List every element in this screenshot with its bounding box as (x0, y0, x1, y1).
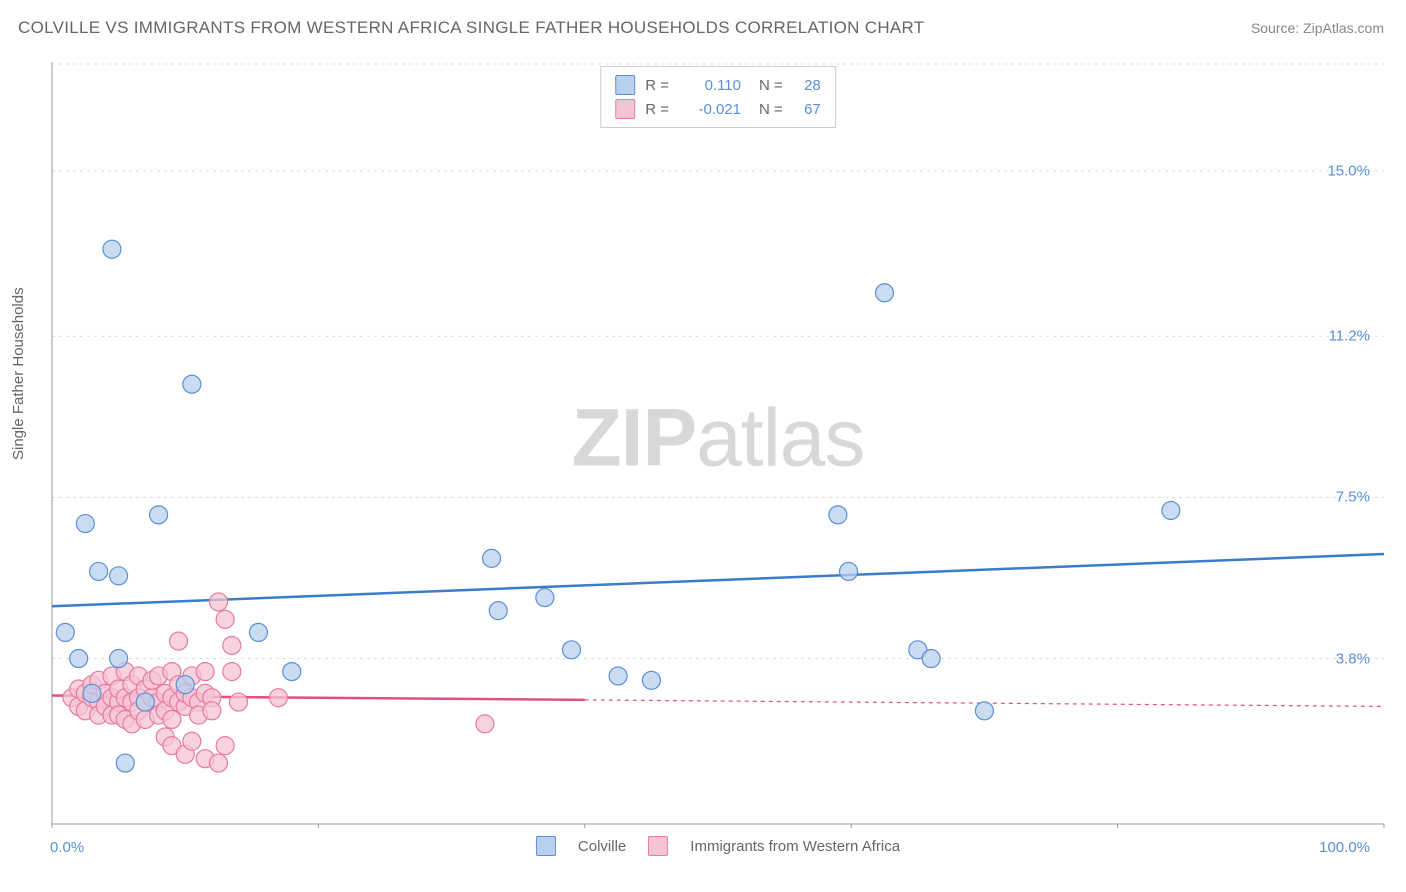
chart-title: COLVILLE VS IMMIGRANTS FROM WESTERN AFRI… (18, 18, 925, 38)
x-axis-max: 100.0% (1319, 839, 1370, 856)
legend-label-immigrants: Immigrants from Western Africa (690, 838, 900, 855)
chart-header: COLVILLE VS IMMIGRANTS FROM WESTERN AFRI… (0, 0, 1406, 50)
chart-source: Source: ZipAtlas.com (1251, 20, 1384, 36)
legend-row-colville: R = 0.110 N = 28 (615, 73, 821, 97)
legend-label-colville: Colville (578, 838, 626, 855)
y-tick-label: 7.5% (1336, 489, 1370, 506)
swatch-colville-icon (536, 836, 556, 856)
y-axis-label: Single Father Households (10, 287, 27, 460)
chart-area: ZIPatlas R = 0.110 N = 28 R = -0.021 N =… (48, 58, 1388, 828)
correlation-legend: R = 0.110 N = 28 R = -0.021 N = 67 (600, 66, 836, 128)
r-value-immigrants: -0.021 (679, 101, 741, 118)
x-axis-min: 0.0% (50, 839, 84, 856)
scatter-plot (48, 58, 1388, 828)
n-value-colville: 28 (793, 77, 821, 94)
n-value-immigrants: 67 (793, 101, 821, 118)
swatch-colville-icon (615, 75, 635, 95)
y-tick-label: 3.8% (1336, 650, 1370, 667)
r-value-colville: 0.110 (679, 77, 741, 94)
swatch-immigrants-icon (648, 836, 668, 856)
y-tick-label: 11.2% (1329, 328, 1370, 345)
legend-row-immigrants: R = -0.021 N = 67 (615, 97, 821, 121)
swatch-immigrants-icon (615, 99, 635, 119)
series-legend: Colville Immigrants from Western Africa (536, 836, 900, 856)
y-tick-label: 15.0% (1327, 162, 1370, 179)
